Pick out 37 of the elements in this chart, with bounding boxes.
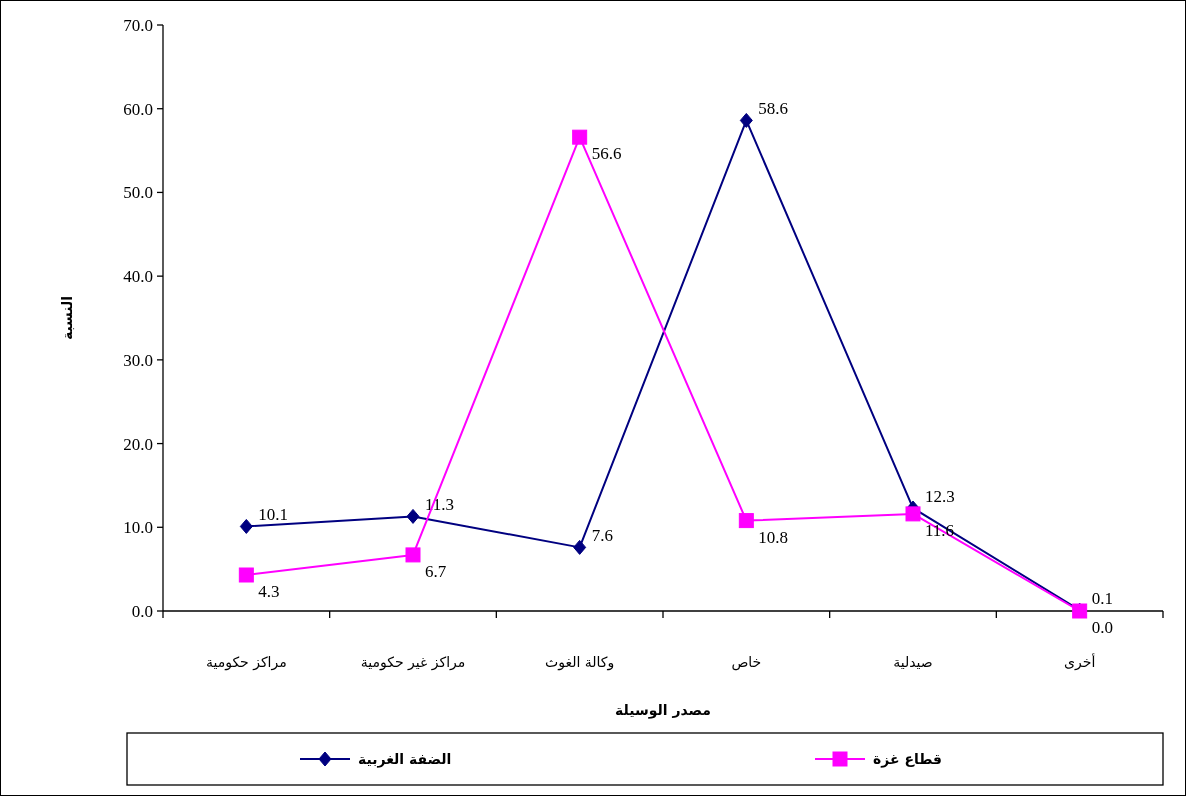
y-tick-label: 50.0: [123, 183, 153, 203]
x-tick-label: مراكز غير حكومية: [360, 654, 466, 671]
data-label: 4.3: [258, 582, 280, 601]
point: [406, 508, 420, 524]
point: [405, 547, 421, 563]
legend-label: قطاع غزة: [873, 751, 943, 768]
y-tick-label: 10.0: [123, 518, 153, 538]
point: [738, 513, 754, 529]
data-label: 0.1: [1091, 589, 1113, 609]
x-tick-label: أخرى: [1064, 653, 1096, 671]
point: [239, 518, 253, 534]
x-tick-label: مراكز حكومية: [205, 654, 287, 671]
x-tick-label: وكالة الغوث: [545, 654, 615, 671]
x-tick-label: خاص: [731, 654, 762, 671]
y-tick-label: 0.0: [131, 602, 153, 621]
y-tick-label: 40.0: [123, 267, 153, 287]
data-label: 12.3: [925, 487, 955, 507]
data-label: 10.8: [758, 527, 789, 547]
y-axis-title: النسبة: [59, 295, 75, 341]
x-axis-title: مصدر الوسيلة: [614, 702, 712, 719]
point: [572, 129, 588, 145]
point: [238, 567, 254, 583]
data-label: 7.6: [591, 526, 613, 546]
data-label: 6.7: [425, 561, 447, 581]
point: [739, 112, 753, 128]
point: [905, 506, 921, 522]
data-label: 56.6: [591, 144, 622, 164]
y-tick-label: 60.0: [123, 99, 153, 119]
y-tick-label: 70.0: [123, 16, 153, 35]
y-tick-label: 20.0: [123, 434, 153, 454]
y-tick-label: 30.0: [123, 350, 153, 370]
legend-label: الضفة الغربية: [358, 751, 452, 768]
data-label: 10.1: [258, 505, 289, 525]
x-tick-label: صيدلية: [893, 654, 933, 670]
data-label: 0.0: [1091, 618, 1113, 637]
point: [573, 539, 587, 555]
data-label: 58.6: [758, 99, 789, 119]
